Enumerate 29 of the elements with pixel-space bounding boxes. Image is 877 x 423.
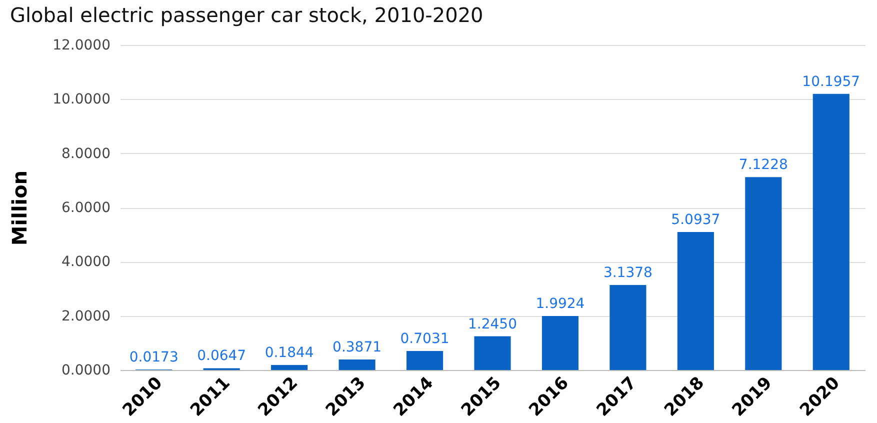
y-tick-label: 10.0000 — [52, 92, 110, 108]
bar — [338, 360, 376, 370]
y-tick-label: 4.0000 — [62, 254, 110, 270]
bar — [542, 316, 579, 370]
data-label: 0.7031 — [400, 330, 450, 347]
bar — [271, 365, 308, 370]
chart-title: Global electric passenger car stock, 2010-2020 — [10, 3, 484, 27]
data-label: 0.1844 — [264, 345, 314, 362]
data-label: 1.2450 — [468, 316, 517, 332]
data-label: 0.3871 — [332, 340, 382, 356]
data-label: 1.9924 — [536, 296, 585, 312]
data-label: 0.0173 — [129, 350, 178, 366]
bar — [474, 336, 511, 370]
data-label: 7.1228 — [738, 157, 788, 174]
y-axis-title: Million — [8, 170, 32, 246]
bar — [812, 94, 850, 370]
data-label: 10.1957 — [802, 74, 860, 90]
data-label: 0.0647 — [197, 348, 246, 364]
y-tick-label: 0.0000 — [62, 362, 110, 378]
y-tick-label: 2.0000 — [62, 308, 110, 324]
bar — [677, 232, 714, 370]
y-tick-label: 6.0000 — [62, 200, 110, 216]
data-label: 3.1378 — [603, 265, 652, 282]
data-label: 5.0937 — [671, 212, 720, 228]
bar — [406, 350, 444, 370]
bar — [745, 177, 782, 370]
y-tick-label: 8.0000 — [62, 146, 110, 162]
bar — [610, 285, 646, 370]
y-tick-label: 12.0000 — [52, 38, 110, 54]
